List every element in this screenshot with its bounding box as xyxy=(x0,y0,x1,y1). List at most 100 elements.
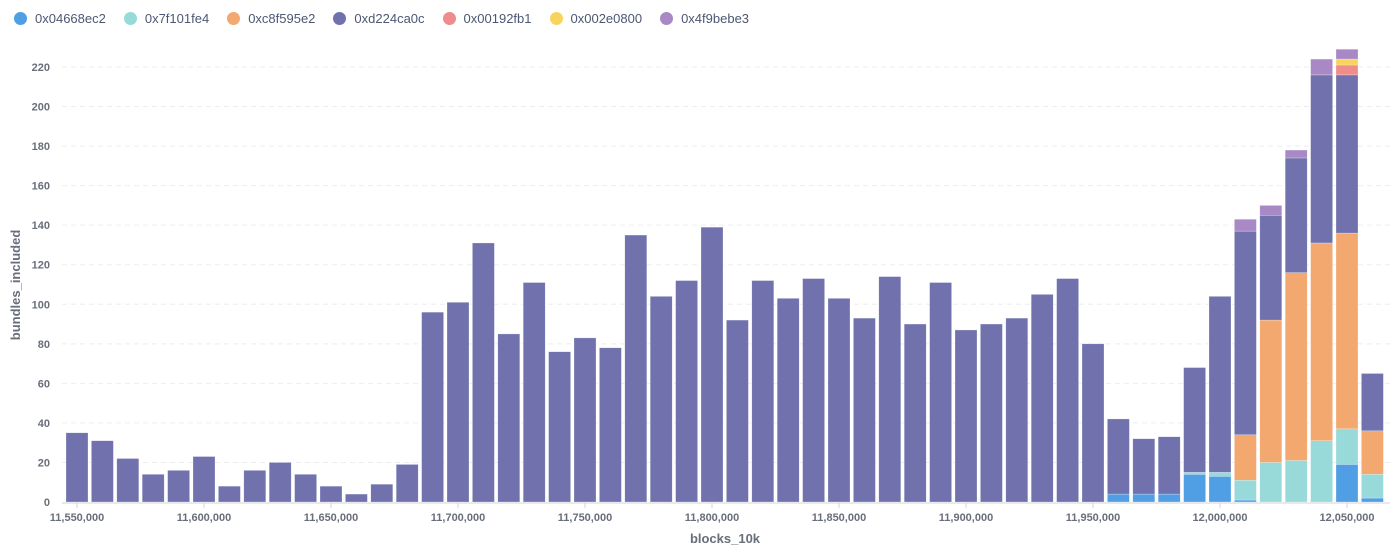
bar-segment-0x4f9bebe3[interactable] xyxy=(1259,205,1283,216)
legend-dot-icon xyxy=(442,12,456,25)
legend-item[interactable]: 0xc8f595e2 xyxy=(227,11,315,26)
bar-segment-0xd224ca0c[interactable] xyxy=(1132,438,1156,495)
bar-segment-0xd224ca0c[interactable] xyxy=(395,464,419,503)
bar-segment-0xd224ca0c[interactable] xyxy=(573,337,597,503)
bar-segment-0xd224ca0c[interactable] xyxy=(1234,230,1257,436)
bar-segment-0x04668ec2[interactable] xyxy=(1183,474,1206,503)
bar-segment-0xd224ca0c[interactable] xyxy=(675,280,698,503)
bar-segment-0xc8f595e2[interactable] xyxy=(1234,434,1257,481)
bar-segment-0xc8f595e2[interactable] xyxy=(1335,232,1359,430)
bar-segment-0x04668ec2[interactable] xyxy=(1335,464,1359,503)
bar-segment-0xd224ca0c[interactable] xyxy=(776,298,800,503)
y-tick-label: 60 xyxy=(38,378,50,390)
bar-segment-0xd224ca0c[interactable] xyxy=(649,296,673,503)
bar-segment-0x04668ec2[interactable] xyxy=(1234,499,1257,503)
bar-segment-0xd224ca0c[interactable] xyxy=(116,458,140,503)
bar-segment-0xd224ca0c[interactable] xyxy=(421,311,444,503)
bars xyxy=(65,48,1384,503)
bar-segment-0xd224ca0c[interactable] xyxy=(294,474,317,503)
bar-segment-0xd224ca0c[interactable] xyxy=(218,485,241,503)
bar-segment-0xd224ca0c[interactable] xyxy=(497,333,521,503)
bar-segment-0x04668ec2[interactable] xyxy=(1107,493,1130,503)
bar-segment-0xc8f595e2[interactable] xyxy=(1284,272,1308,461)
bar-segment-0xd224ca0c[interactable] xyxy=(1259,215,1283,321)
bar-segment-0xd224ca0c[interactable] xyxy=(91,440,114,503)
bar-segment-0x4f9bebe3[interactable] xyxy=(1310,58,1333,76)
bar-segment-0xd224ca0c[interactable] xyxy=(548,351,571,503)
legend-item[interactable]: 0x7f101fe4 xyxy=(123,11,209,26)
bar-segment-0xd224ca0c[interactable] xyxy=(1056,278,1079,503)
bar-segment-0xd224ca0c[interactable] xyxy=(929,282,952,503)
bar-segment-0xd224ca0c[interactable] xyxy=(954,329,978,503)
bar-segment-0xd224ca0c[interactable] xyxy=(472,242,495,503)
bar-segment-0x7f101fe4[interactable] xyxy=(1208,472,1232,477)
bar-segment-0x00192fb1[interactable] xyxy=(1335,64,1359,76)
bar-segment-0x04668ec2[interactable] xyxy=(1157,493,1181,503)
bar-segment-0x7f101fe4[interactable] xyxy=(1234,480,1257,501)
bar-segment-0xd224ca0c[interactable] xyxy=(802,278,825,503)
bar-segment-0x04668ec2[interactable] xyxy=(1132,493,1156,503)
legend-item[interactable]: 0x4f9bebe3 xyxy=(660,11,749,26)
bar-segment-0xd224ca0c[interactable] xyxy=(726,319,749,503)
bar-segment-0xd224ca0c[interactable] xyxy=(1335,74,1359,234)
bar-segment-0xd224ca0c[interactable] xyxy=(1157,436,1181,495)
bar-segment-0x7f101fe4[interactable] xyxy=(1310,440,1333,503)
y-tick-label: 0 xyxy=(44,497,50,509)
bar-segment-0xd224ca0c[interactable] xyxy=(980,323,1003,503)
x-axis-label: blocks_10k xyxy=(690,531,761,546)
y-tick-label: 180 xyxy=(32,141,50,153)
bar-segment-0xd224ca0c[interactable] xyxy=(167,470,190,503)
bar-segment-0x04668ec2[interactable] xyxy=(1208,476,1232,503)
bar-segment-0x4f9bebe3[interactable] xyxy=(1335,48,1359,60)
bar-segment-0xd224ca0c[interactable] xyxy=(370,483,394,503)
bar-segment-0x7f101fe4[interactable] xyxy=(1284,460,1308,503)
bar-segment-0xd224ca0c[interactable] xyxy=(1284,157,1308,273)
bar-segment-0xd224ca0c[interactable] xyxy=(599,347,622,503)
bar-segment-0xd224ca0c[interactable] xyxy=(1005,317,1029,503)
bar-segment-0xd224ca0c[interactable] xyxy=(1310,74,1333,244)
legend-label: 0xd224ca0c xyxy=(354,11,425,26)
bar-segment-0xd224ca0c[interactable] xyxy=(192,456,216,503)
bar-segment-0xd224ca0c[interactable] xyxy=(700,226,724,503)
bar-segment-0x7f101fe4[interactable] xyxy=(1361,474,1384,499)
legend: 0x04668ec2 0x7f101fe4 0xc8f595e2 0xd224ca0c… xyxy=(14,11,767,26)
bar-segment-0xd224ca0c[interactable] xyxy=(522,282,546,503)
bar-segment-0xd224ca0c[interactable] xyxy=(1107,418,1130,495)
bar-segment-0xd224ca0c[interactable] xyxy=(141,474,165,503)
bar-segment-0xc8f595e2[interactable] xyxy=(1259,319,1283,463)
bar-segment-0xd224ca0c[interactable] xyxy=(65,432,89,503)
bar-segment-0xd224ca0c[interactable] xyxy=(853,317,876,503)
bar-segment-0x7f101fe4[interactable] xyxy=(1183,472,1206,475)
legend-dot-icon xyxy=(549,12,563,25)
bar-segment-0xd224ca0c[interactable] xyxy=(1361,373,1384,432)
bar-segment-0x7f101fe4[interactable] xyxy=(1335,428,1359,465)
bar-segment-0x04668ec2[interactable] xyxy=(1361,497,1384,503)
x-axis-ticks: 11,550,000 11,600,000 11,650,000 11,700,000… xyxy=(50,503,1375,524)
bar-segment-0xc8f595e2[interactable] xyxy=(1361,430,1384,475)
legend-label: 0x4f9bebe3 xyxy=(681,11,750,26)
bar-segment-0xd224ca0c[interactable] xyxy=(243,470,267,503)
legend-item[interactable]: 0x00192fb1 xyxy=(442,11,532,26)
bar-segment-0x7f101fe4[interactable] xyxy=(1259,462,1283,503)
bar-segment-0xd224ca0c[interactable] xyxy=(446,302,470,503)
bar-segment-0xd224ca0c[interactable] xyxy=(878,276,902,503)
bar-segment-0x002e0800[interactable] xyxy=(1335,58,1359,66)
bar-segment-0xd224ca0c[interactable] xyxy=(1081,343,1105,503)
bar-segment-0xd224ca0c[interactable] xyxy=(903,323,927,503)
x-tick-label: 12,050,000 xyxy=(1319,512,1374,524)
bar-segment-0xd224ca0c[interactable] xyxy=(624,234,648,503)
bar-segment-0xd224ca0c[interactable] xyxy=(319,485,343,503)
bar-segment-0xd224ca0c[interactable] xyxy=(1030,294,1054,503)
bar-segment-0x4f9bebe3[interactable] xyxy=(1234,219,1257,232)
bar-segment-0xd224ca0c[interactable] xyxy=(1208,296,1232,473)
legend-item[interactable]: 0xd224ca0c xyxy=(333,11,425,26)
legend-item[interactable]: 0x002e0800 xyxy=(549,11,642,26)
bar-segment-0xd224ca0c[interactable] xyxy=(751,280,775,503)
bar-segment-0xd224ca0c[interactable] xyxy=(1183,367,1206,473)
legend-item[interactable]: 0x04668ec2 xyxy=(14,11,106,26)
bar-segment-0xd224ca0c[interactable] xyxy=(345,493,368,503)
bar-segment-0x4f9bebe3[interactable] xyxy=(1284,149,1308,159)
bar-segment-0xd224ca0c[interactable] xyxy=(268,462,292,503)
bar-segment-0xd224ca0c[interactable] xyxy=(827,298,851,503)
bar-segment-0xc8f595e2[interactable] xyxy=(1310,242,1333,441)
